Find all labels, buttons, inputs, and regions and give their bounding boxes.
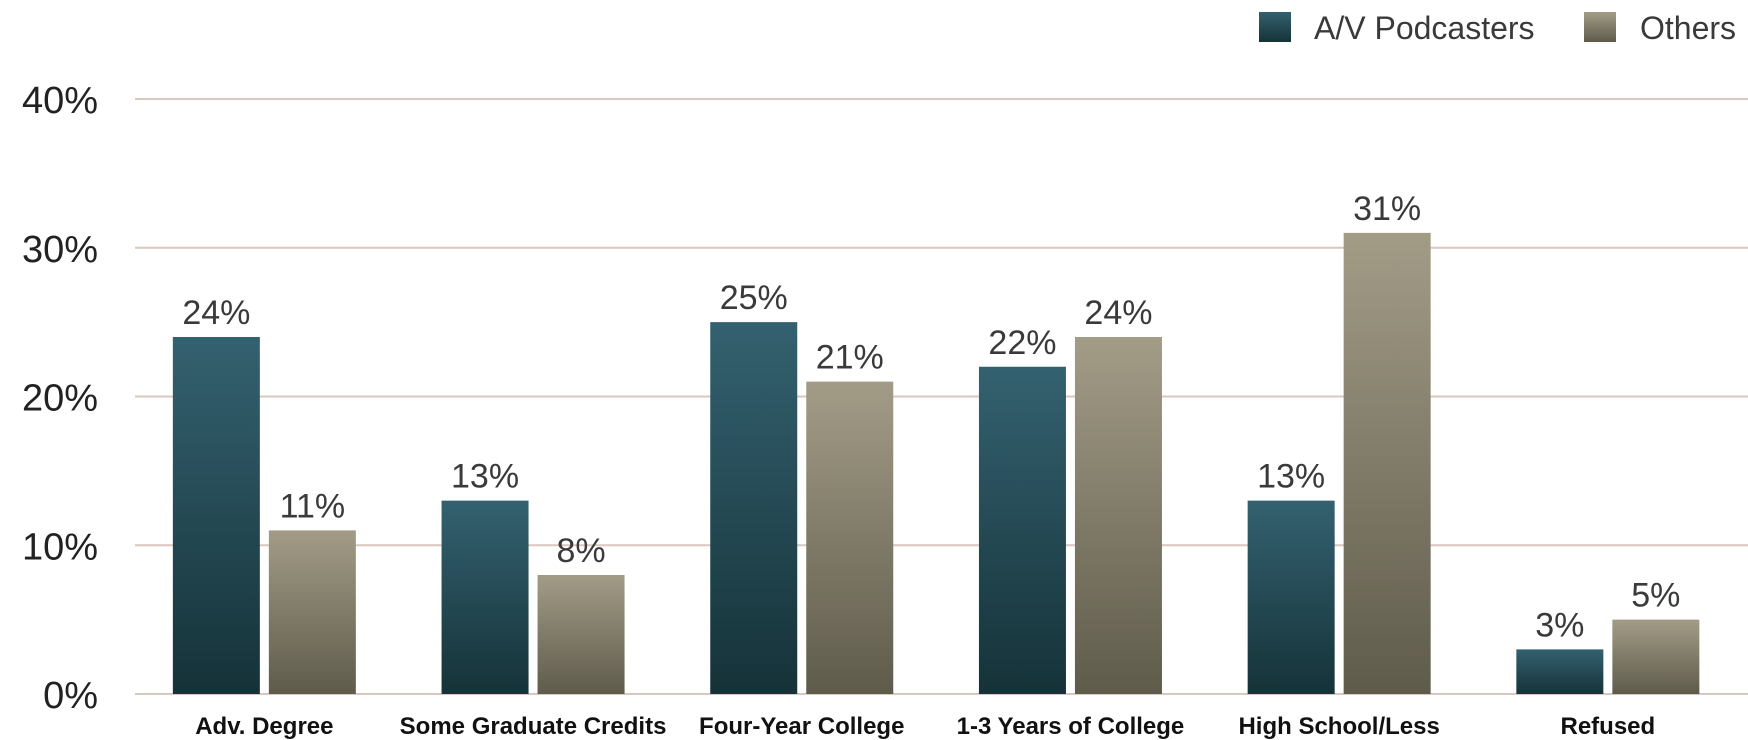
category-label: Adv. Degree (195, 713, 333, 740)
bar-others (806, 381, 894, 694)
value-label: 24% (182, 294, 250, 332)
bar-podcasters (978, 366, 1066, 694)
legend-swatch-podcasters (1259, 12, 1291, 42)
bar-others (1343, 232, 1431, 694)
category-labels: Adv. Degree Some Graduate Credits Four-Yea… (195, 713, 1655, 740)
category-label: Four-Year College (699, 713, 904, 740)
bar-podcasters (710, 322, 798, 694)
bar-podcasters (1516, 649, 1604, 694)
y-axis-tick-labels: 0% 10% 20% 30% 40% (22, 80, 98, 717)
bar-others (537, 575, 625, 694)
value-label: 5% (1631, 577, 1680, 615)
category-label: High School/Less (1238, 713, 1439, 740)
category-label: Some Graduate Credits (400, 713, 667, 740)
value-labels: 24% 11% 13% 8% 25% 21% 22% 24% 13% 31% 3% 5% (182, 190, 1680, 645)
bar-others (1612, 619, 1700, 694)
y-tick-label: 40% (22, 80, 98, 122)
value-label: 25% (720, 279, 788, 317)
legend-label-others: Others (1640, 10, 1736, 46)
value-label: 13% (451, 458, 519, 496)
bar-podcasters (172, 337, 260, 694)
bars (172, 232, 1700, 694)
value-label: 3% (1535, 606, 1584, 644)
category-label: Refused (1561, 713, 1656, 740)
value-label: 11% (280, 487, 346, 525)
bar-podcasters (441, 500, 529, 694)
bar-others (268, 530, 356, 694)
legend-label-podcasters: A/V Podcasters (1314, 10, 1535, 46)
value-label: 8% (556, 532, 605, 570)
y-tick-label: 10% (22, 526, 98, 568)
bar-podcasters (1247, 500, 1335, 694)
y-tick-label: 0% (43, 675, 98, 717)
bar-others (1074, 337, 1162, 694)
value-label: 21% (816, 339, 884, 377)
gridlines (135, 98, 1748, 695)
legend: A/V Podcasters Others (1259, 10, 1736, 46)
value-label: 13% (1257, 458, 1325, 496)
y-tick-label: 20% (22, 378, 98, 420)
value-label: 24% (1084, 294, 1152, 332)
y-tick-label: 30% (22, 229, 98, 271)
value-label: 31% (1353, 190, 1421, 228)
legend-swatch-others (1584, 12, 1616, 42)
category-label: 1-3 Years of College (957, 713, 1185, 740)
value-label: 22% (988, 324, 1056, 362)
